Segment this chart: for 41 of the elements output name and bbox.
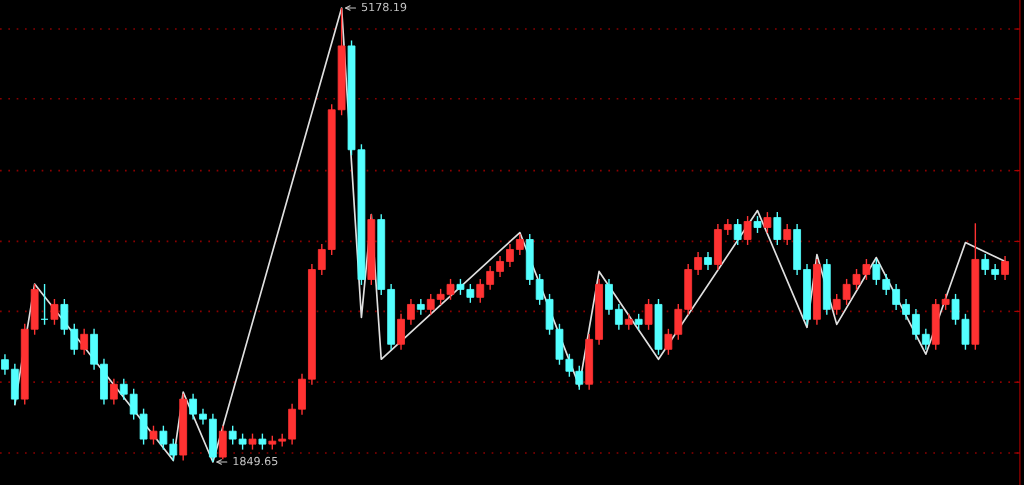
candlestick	[159, 425, 168, 451]
candlestick	[783, 223, 792, 246]
candlestick	[991, 263, 1000, 281]
candlestick	[119, 378, 128, 401]
candlestick	[575, 365, 584, 391]
candlestick	[912, 308, 920, 341]
candlestick	[644, 298, 653, 331]
candlestick	[743, 215, 752, 246]
candlestick	[921, 328, 930, 351]
candlestick	[80, 328, 89, 356]
candlestick	[664, 328, 673, 356]
candlestick	[832, 293, 841, 316]
candlestick	[902, 298, 910, 321]
candlestick	[317, 243, 326, 276]
candlestick	[496, 255, 504, 278]
candlestick	[733, 218, 742, 246]
candlestick	[486, 265, 495, 291]
candlestick	[506, 243, 514, 268]
candlestick	[189, 392, 197, 421]
candlestick	[892, 283, 901, 311]
candlestick	[882, 273, 891, 296]
candlestick	[426, 293, 435, 316]
candlestick	[515, 233, 524, 256]
annotation: 5178.19	[361, 2, 407, 12]
candlestick	[407, 298, 415, 326]
candlestick	[614, 303, 623, 331]
candlestick	[109, 378, 118, 406]
candlestick	[1001, 255, 1009, 281]
candlestick	[981, 253, 990, 276]
candlestick	[694, 251, 702, 276]
candlestick	[476, 278, 485, 304]
candlestick	[773, 211, 782, 246]
annotation: 1849.65	[233, 456, 278, 466]
candlestick	[50, 298, 59, 326]
candlestick	[416, 298, 425, 316]
candlestick	[70, 323, 79, 356]
candlestick	[149, 425, 158, 446]
candlestick	[763, 211, 772, 234]
candlestick	[169, 437, 178, 462]
candlestick	[1, 353, 9, 376]
candlestick	[872, 258, 881, 286]
